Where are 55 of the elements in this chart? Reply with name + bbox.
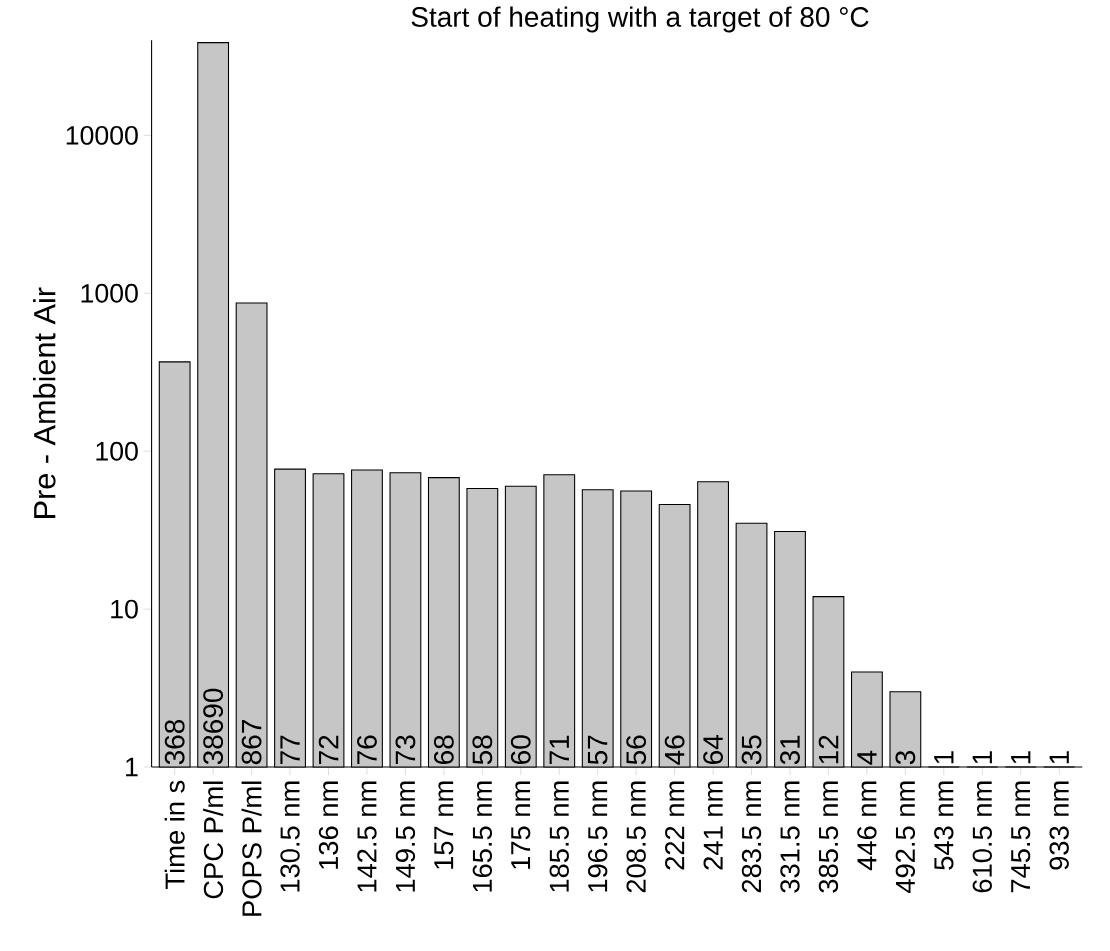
y-tick-label: 100 [96,441,138,461]
x-tick-label: 492.5 nm [895,781,916,894]
data-label: 1 [934,751,954,764]
x-tick-label: 446 nm [857,781,877,871]
data-label: 56 [626,735,647,765]
y-tick-label: 10000 [66,125,138,145]
data-label: 867 [241,720,262,765]
x-tick-label: POPS P/ml [241,781,262,916]
x-tick-label: 142.5 nm [357,781,377,892]
x-tick-label: 165.5 nm [472,781,493,892]
data-label: 68 [433,735,454,764]
x-tick-label: 331.5 nm [780,781,800,893]
data-label: 1 [972,751,992,764]
data-label: 73 [395,735,416,764]
data-label: 72 [318,735,339,764]
x-tick-label: 136 nm [318,781,339,869]
x-tick-label: 222 nm [665,781,685,870]
x-tick-label: CPC P/ml [203,781,224,899]
data-label: 77 [280,735,300,764]
x-tick-label: 745.5 nm [1011,781,1031,893]
x-tick-label: 385.5 nm [818,781,839,893]
data-label: 1 [1011,751,1031,764]
y-tick-label: 1000 [81,283,138,303]
x-tick-label: 241 nm [703,781,723,870]
x-tick-label: 130.5 nm [280,781,300,892]
x-tick-label: 157 nm [434,781,454,869]
x-tick-label: 283.5 nm [741,781,762,893]
data-label: 1 [1049,751,1069,764]
y-tick-label: 1 [126,757,138,777]
data-label: 12 [818,735,839,764]
data-label: 71 [549,735,569,764]
data-label: 35 [741,735,762,765]
x-tick-label: 196.5 nm [588,781,608,892]
data-label: 46 [664,735,685,765]
data-label: 60 [510,735,531,764]
data-label: 64 [703,735,723,764]
data-label: 31 [780,735,800,765]
data-label: 4 [857,750,877,765]
x-tick-label: 185.5 nm [549,781,569,892]
x-tick-label: Time in s [164,780,185,889]
data-label: 76 [357,735,377,764]
chart-title: Start of heating with a target of 80 °C [411,6,869,33]
y-tick-label: 10 [111,599,138,619]
x-tick-label: 208.5 nm [626,781,646,893]
data-label: 57 [587,735,608,765]
data-label: 3 [895,751,916,765]
y-axis-title: Pre - Ambient Air [33,287,56,518]
x-tick-label: 610.5 nm [972,781,992,893]
x-tick-label: 149.5 nm [395,781,416,892]
x-tick-label: 175 nm [511,781,531,869]
x-tick-label: 543 nm [934,781,954,870]
x-tick-label: 933 nm [1049,781,1069,870]
data-label: 38690 [203,688,224,765]
data-label: 58 [472,735,493,765]
data-label: 368 [164,719,185,765]
